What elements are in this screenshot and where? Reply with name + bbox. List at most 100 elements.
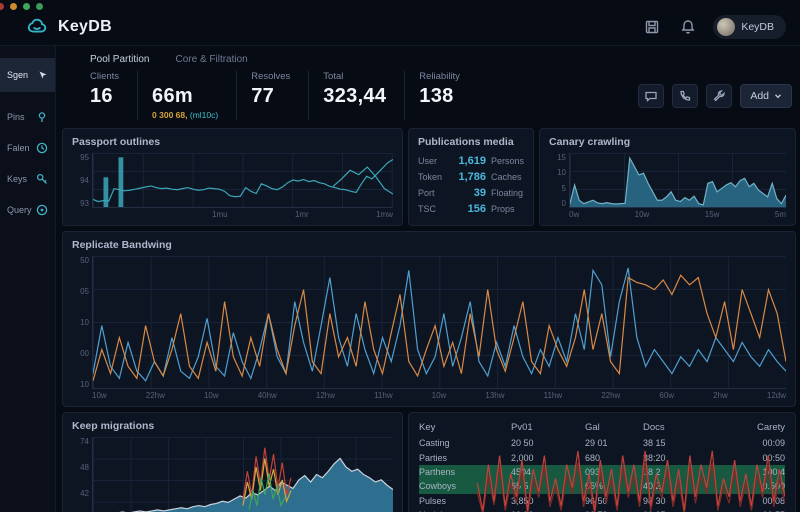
axis-tick: 60w bbox=[659, 391, 675, 400]
axis-tick: 0 bbox=[561, 198, 566, 208]
table-cell: 20 50 bbox=[511, 438, 534, 449]
axis-tick: 74 bbox=[80, 437, 89, 446]
table-cell: 65 5 bbox=[511, 481, 529, 492]
y-axis: 50 05 10 00 10 bbox=[72, 256, 92, 389]
target-icon bbox=[36, 204, 48, 216]
axis-tick: 10 bbox=[557, 168, 566, 178]
y-axis: 15 10 5 0 bbox=[549, 153, 569, 208]
table-cell: 40 2 bbox=[643, 481, 661, 492]
pub-row: User 1,619 Persons bbox=[418, 155, 524, 167]
stat-reliability: Reliability 138 bbox=[404, 71, 478, 120]
pin-icon bbox=[38, 112, 46, 122]
table-cell: 100 4 bbox=[762, 466, 785, 477]
axis-tick: 15 bbox=[557, 153, 566, 162]
axis-tick: 0w bbox=[569, 210, 580, 219]
save-icon[interactable] bbox=[641, 16, 663, 38]
toolbar: Add bbox=[638, 71, 796, 120]
axis-tick: 5 bbox=[561, 183, 566, 193]
column-header[interactable]: Carety bbox=[757, 422, 785, 433]
table-cell: 65% bbox=[585, 481, 604, 492]
axis-tick: 42 bbox=[80, 488, 89, 498]
publications-stats: User 1,619 Persons Token 1,786 Caches Po… bbox=[418, 155, 524, 215]
add-button-label: Add bbox=[750, 89, 769, 102]
tab-core-filtration[interactable]: Core & Filtration bbox=[175, 54, 248, 65]
column-header[interactable]: Key bbox=[419, 422, 436, 433]
axis-tick: 48 bbox=[80, 462, 89, 472]
stat-resolves: Resolves 77 bbox=[236, 71, 308, 120]
table-cell: 08 2 bbox=[643, 466, 661, 477]
panel-memory: Canary crawling 15 10 5 0 0w 10w 15w 5m bbox=[539, 128, 796, 226]
main-content: Pool Partition Core & Filtration Clients… bbox=[56, 46, 800, 512]
axis-tick: 22hw bbox=[145, 391, 165, 400]
migrations-chart bbox=[92, 437, 393, 512]
table-row[interactable]: Parties 2,000 680 38:20 00:50 bbox=[419, 450, 785, 464]
traffic-light-minimize[interactable] bbox=[10, 3, 17, 10]
sidebar-item-keys[interactable]: Keys bbox=[0, 166, 55, 192]
user-menu[interactable]: KeyDB bbox=[713, 14, 786, 39]
replicate-chart bbox=[92, 256, 786, 389]
stat-label: Clients bbox=[90, 71, 120, 82]
axis-tick: 11hw bbox=[374, 391, 393, 400]
memory-chart bbox=[569, 153, 786, 208]
app-title: KeyDB bbox=[58, 17, 112, 35]
stat-label: Reliability bbox=[419, 71, 460, 82]
table-row[interactable]: Cowboys 65 5 65% 40 2 0.500 bbox=[419, 479, 785, 494]
panel-keys-table: Key Pv01 Gal Docs Carety Casting 20 50 29 … bbox=[408, 412, 796, 512]
traffic-light-zoom[interactable] bbox=[23, 3, 30, 10]
axis-tick: 94 bbox=[80, 176, 89, 185]
tab-pool-partition[interactable]: Pool Partition bbox=[90, 54, 150, 65]
axis-tick: 11hw bbox=[543, 391, 563, 400]
sidebar-item-label: Sgen bbox=[7, 70, 29, 80]
wrench-icon[interactable] bbox=[706, 83, 733, 108]
y-axis: 74484211 bbox=[72, 437, 92, 512]
axis-tick: 10 bbox=[80, 318, 89, 327]
panel-title: Publications media bbox=[418, 136, 514, 148]
column-header[interactable]: Pv01 bbox=[511, 422, 533, 433]
table-row[interactable]: Parthens 4504 093 08 2 100 4 bbox=[419, 464, 785, 480]
sidebar-item-query[interactable]: Query bbox=[0, 197, 55, 223]
table-cell: 4504 bbox=[511, 466, 532, 477]
sidebar-item-falen[interactable]: Falen bbox=[0, 135, 55, 161]
column-header[interactable]: Gal bbox=[585, 422, 600, 433]
panel-title: Replicate Bandwing bbox=[72, 239, 172, 251]
sidebar-item-label: Falen bbox=[7, 143, 30, 153]
axis-tick: 05 bbox=[80, 287, 89, 296]
sidebar-item-sgen[interactable]: Sgen bbox=[0, 58, 55, 92]
column-header[interactable]: Docs bbox=[643, 422, 665, 433]
panel-title: Canary crawling bbox=[549, 136, 631, 148]
traffic-light-extra[interactable] bbox=[36, 3, 43, 10]
table-cell: 38 15 bbox=[643, 438, 666, 449]
pub-row: TSC 156 Props bbox=[418, 203, 515, 215]
chat-icon[interactable] bbox=[638, 83, 665, 108]
panel-publications: Publications media User 1,619 Persons To… bbox=[408, 128, 534, 226]
sidebar-item-pins[interactable]: Pins bbox=[0, 104, 55, 130]
table-body: Casting 20 50 29 01 38 15 00:09 Parties 2,000 6… bbox=[419, 436, 785, 512]
axis-tick: 40hw bbox=[257, 391, 277, 400]
x-axis: 0w 10w 15w 5m bbox=[569, 208, 786, 220]
sidebar: Sgen Pins Falen Keys Query bbox=[0, 46, 56, 512]
phone-icon[interactable] bbox=[672, 83, 699, 108]
table-cell: 29 01 bbox=[585, 438, 608, 449]
cursor-icon bbox=[39, 71, 47, 79]
panel-requests: Passport outlines 95 94 93 1mu 1mr 1mw bbox=[62, 128, 403, 226]
axis-tick: 12dw bbox=[766, 391, 786, 400]
stat-clients: Clients 16 bbox=[76, 71, 137, 120]
axis-tick: 22hw bbox=[601, 391, 621, 400]
axis-tick: 10w bbox=[92, 391, 107, 400]
bell-icon[interactable] bbox=[677, 16, 699, 38]
axis-tick: 50 bbox=[80, 256, 89, 265]
traffic-light-close[interactable] bbox=[0, 3, 4, 10]
titlebar: KeyDB KeyDB bbox=[0, 0, 800, 46]
table-row[interactable]: Pulses 3,850 96 50 98 30 00:08 bbox=[419, 494, 785, 508]
stat-value: 323,44 bbox=[323, 85, 387, 107]
add-button[interactable]: Add bbox=[740, 83, 792, 108]
table-cell: 093 bbox=[585, 466, 601, 477]
axis-tick: 1mw bbox=[376, 210, 393, 219]
table-cell: 3,850 bbox=[511, 495, 534, 506]
clock-icon bbox=[36, 142, 48, 154]
chevron-down-icon bbox=[775, 93, 781, 98]
table-row[interactable]: Casting 20 50 29 01 38 15 00:09 bbox=[419, 436, 785, 450]
stat-label: Total bbox=[323, 71, 344, 82]
pub-row: Port 39 Floating bbox=[418, 187, 524, 199]
